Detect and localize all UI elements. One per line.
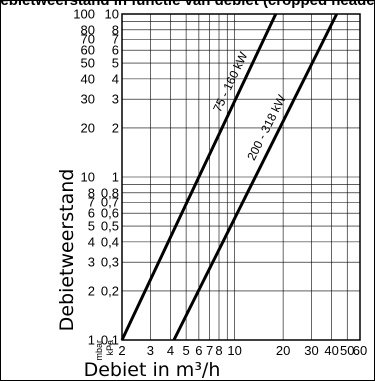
x-axis-title: Debiet in m³/h <box>84 359 221 381</box>
x-tick-label: 50 <box>340 343 354 358</box>
y-tick-label-kpa: 5 <box>112 56 119 71</box>
x-tick-label: 20 <box>276 343 290 358</box>
x-tick-label: 10 <box>227 343 241 358</box>
series-line <box>120 13 278 341</box>
y-tick-label-kpa: 0,6 <box>101 206 119 221</box>
y-tick-label-mbar: 40 <box>81 71 95 86</box>
y-tick-label-kpa: 0,2 <box>101 283 119 298</box>
y-tick-label-mbar: 80 <box>81 22 95 37</box>
y-tick-label-kpa: 2 <box>112 120 119 135</box>
x-tick-label: 7 <box>206 343 213 358</box>
y-tick-label-kpa: 0,8 <box>101 185 119 200</box>
y-tick-label-mbar: 6 <box>88 206 95 221</box>
y-tick-label-mbar: 8 <box>88 185 95 200</box>
y-tick-label-kpa: 3 <box>112 92 119 107</box>
x-tick-label: 30 <box>304 343 318 358</box>
y-tick-label-kpa: 6 <box>112 43 119 58</box>
y-tick-label-mbar: 7 <box>88 195 95 210</box>
chart-title: Debietweerstand in functie van debiet (c… <box>0 0 375 9</box>
x-tick-label: 4 <box>167 343 174 358</box>
y-tick-label-kpa: 1 <box>112 170 119 185</box>
y-tick-label-kpa: 0,5 <box>101 219 119 234</box>
y-tick-label-kpa: 0,3 <box>101 255 119 270</box>
y-tick-label-kpa: 0,7 <box>101 195 119 210</box>
y-tick-label-mbar: 60 <box>81 43 95 58</box>
y-tick-label-mbar: 20 <box>81 120 95 135</box>
x-tick-label: 40 <box>324 343 338 358</box>
y-tick-label-mbar: 5 <box>88 219 95 234</box>
y-tick-label-kpa: 7 <box>112 32 119 47</box>
y-tick-label-mbar: 4 <box>88 234 95 249</box>
y-tick-labels: 1 0,1 2 0,2 3 0,3 4 0,4 5 0,5 6 0,6 7 0,7 8 0,8 10 1 20 2 30… <box>73 7 119 348</box>
grid-lines <box>121 13 361 341</box>
y-tick-label-mbar: 1 <box>88 333 95 348</box>
x-tick-label: 8 <box>215 343 222 358</box>
x-tick-label: 5 <box>183 343 190 358</box>
x-tick-label: 3 <box>147 343 154 358</box>
y-tick-label-mbar: 30 <box>81 92 95 107</box>
y-tick-label-mbar: 2 <box>88 283 95 298</box>
y-tick-label-kpa: 4 <box>112 71 119 86</box>
y-tick-label-kpa: 10 <box>105 7 119 22</box>
y-tick-label-mbar: 50 <box>81 56 95 71</box>
y-tick-label-mbar: 100 <box>73 7 95 22</box>
x-tick-label: 60 <box>353 343 367 358</box>
series-line <box>172 13 339 341</box>
y-unit-right-label: kPa <box>105 340 115 356</box>
x-tick-label: 6 <box>195 343 202 358</box>
y-tick-label-mbar: 70 <box>81 32 95 47</box>
plot-border <box>121 13 361 341</box>
y-tick-label-mbar: 3 <box>88 255 95 270</box>
x-tick-label: 2 <box>118 343 125 358</box>
y-axis-title: Debietweerstand <box>56 169 78 332</box>
y-unit-left-label: mbar <box>94 340 104 361</box>
y-tick-label-kpa: 8 <box>112 22 119 37</box>
y-tick-label-kpa: 0,1 <box>101 333 119 348</box>
y-tick-label-kpa: 0,4 <box>101 234 119 249</box>
y-tick-label-mbar: 10 <box>81 170 95 185</box>
